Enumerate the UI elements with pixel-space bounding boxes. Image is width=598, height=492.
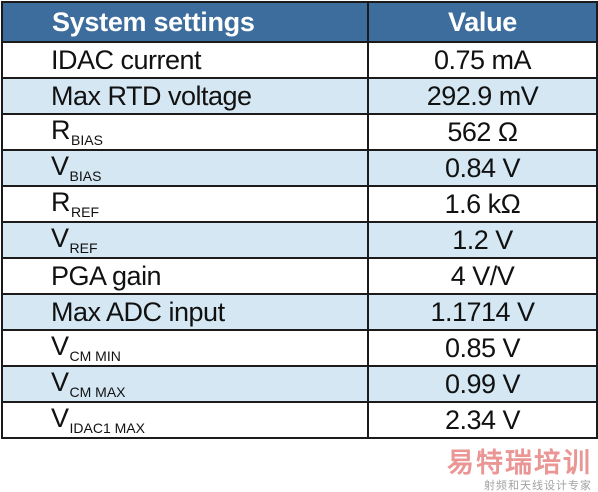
symbol-subscript: CM MIN <box>69 348 121 364</box>
symbol-letter: V <box>51 331 69 361</box>
table-row-r-bias: RBIAS 562 Ω <box>1 113 598 151</box>
symbol-letter: V <box>51 403 69 433</box>
system-settings-table: System settings Value IDAC current 0.75 … <box>1 1 598 439</box>
setting-value: 2.34 V <box>367 401 598 439</box>
table-row-max-adc-input: Max ADC input 1.1714 V <box>1 293 598 331</box>
setting-label: IDAC current <box>1 41 369 79</box>
watermark-logo-text: 易特瑞培训 <box>447 448 592 479</box>
table-row-v-ref: VREF 1.2 V <box>1 221 598 259</box>
table-row-v-idac1-max: VIDAC1 MAX 2.34 V <box>1 401 598 439</box>
setting-value: 0.75 mA <box>367 41 598 79</box>
setting-label: VREF <box>1 221 369 259</box>
setting-label: RBIAS <box>1 113 369 151</box>
symbol-letter: R <box>51 187 71 217</box>
table-row-r-ref: RREF 1.6 kΩ <box>1 185 598 223</box>
watermark: 易特瑞培训 射频和天线设计专家 <box>447 450 592 491</box>
setting-label: PGA gain <box>1 257 369 295</box>
setting-label: Max RTD voltage <box>1 77 369 115</box>
column-header-value: Value <box>367 1 598 43</box>
setting-label: Max ADC input <box>1 293 369 331</box>
setting-value: 1.2 V <box>367 221 598 259</box>
setting-label: VIDAC1 MAX <box>1 401 369 439</box>
table-row-max-rtd-voltage: Max RTD voltage 292.9 mV <box>1 77 598 115</box>
setting-label: VCM MAX <box>1 365 369 403</box>
symbol-subscript: IDAC1 MAX <box>69 420 145 436</box>
symbol-subscript: CM MAX <box>69 384 126 400</box>
symbol-subscript: REF <box>71 204 99 220</box>
table-row-v-bias: VBIAS 0.84 V <box>1 149 598 187</box>
setting-value: 4 V/V <box>367 257 598 295</box>
setting-value: 1.6 kΩ <box>367 185 598 223</box>
setting-value: 0.85 V <box>367 329 598 367</box>
table-row-idac-current: IDAC current 0.75 mA <box>1 41 598 79</box>
symbol-letter: R <box>51 115 71 145</box>
watermark-tagline: 射频和天线设计专家 <box>484 479 592 492</box>
symbol-letter: V <box>51 151 69 181</box>
table-row-v-cm-max: VCM MAX 0.99 V <box>1 365 598 403</box>
symbol-subscript: REF <box>69 240 98 256</box>
setting-label: VCM MIN <box>1 329 369 367</box>
setting-label: RREF <box>1 185 369 223</box>
symbol-subscript: BIAS <box>69 168 102 184</box>
setting-value: 562 Ω <box>367 113 598 151</box>
symbol-subscript: BIAS <box>71 132 103 148</box>
table-row-v-cm-min: VCM MIN 0.85 V <box>1 329 598 367</box>
column-header-system-settings: System settings <box>1 1 369 43</box>
symbol-letter: V <box>51 223 69 253</box>
setting-value: 0.99 V <box>367 365 598 403</box>
setting-value: 292.9 mV <box>367 77 598 115</box>
table-row-pga-gain: PGA gain 4 V/V <box>1 257 598 295</box>
table-header-row: System settings Value <box>1 1 598 43</box>
setting-value: 1.1714 V <box>367 293 598 331</box>
setting-value: 0.84 V <box>367 149 598 187</box>
symbol-letter: V <box>51 367 69 397</box>
setting-label: VBIAS <box>1 149 369 187</box>
